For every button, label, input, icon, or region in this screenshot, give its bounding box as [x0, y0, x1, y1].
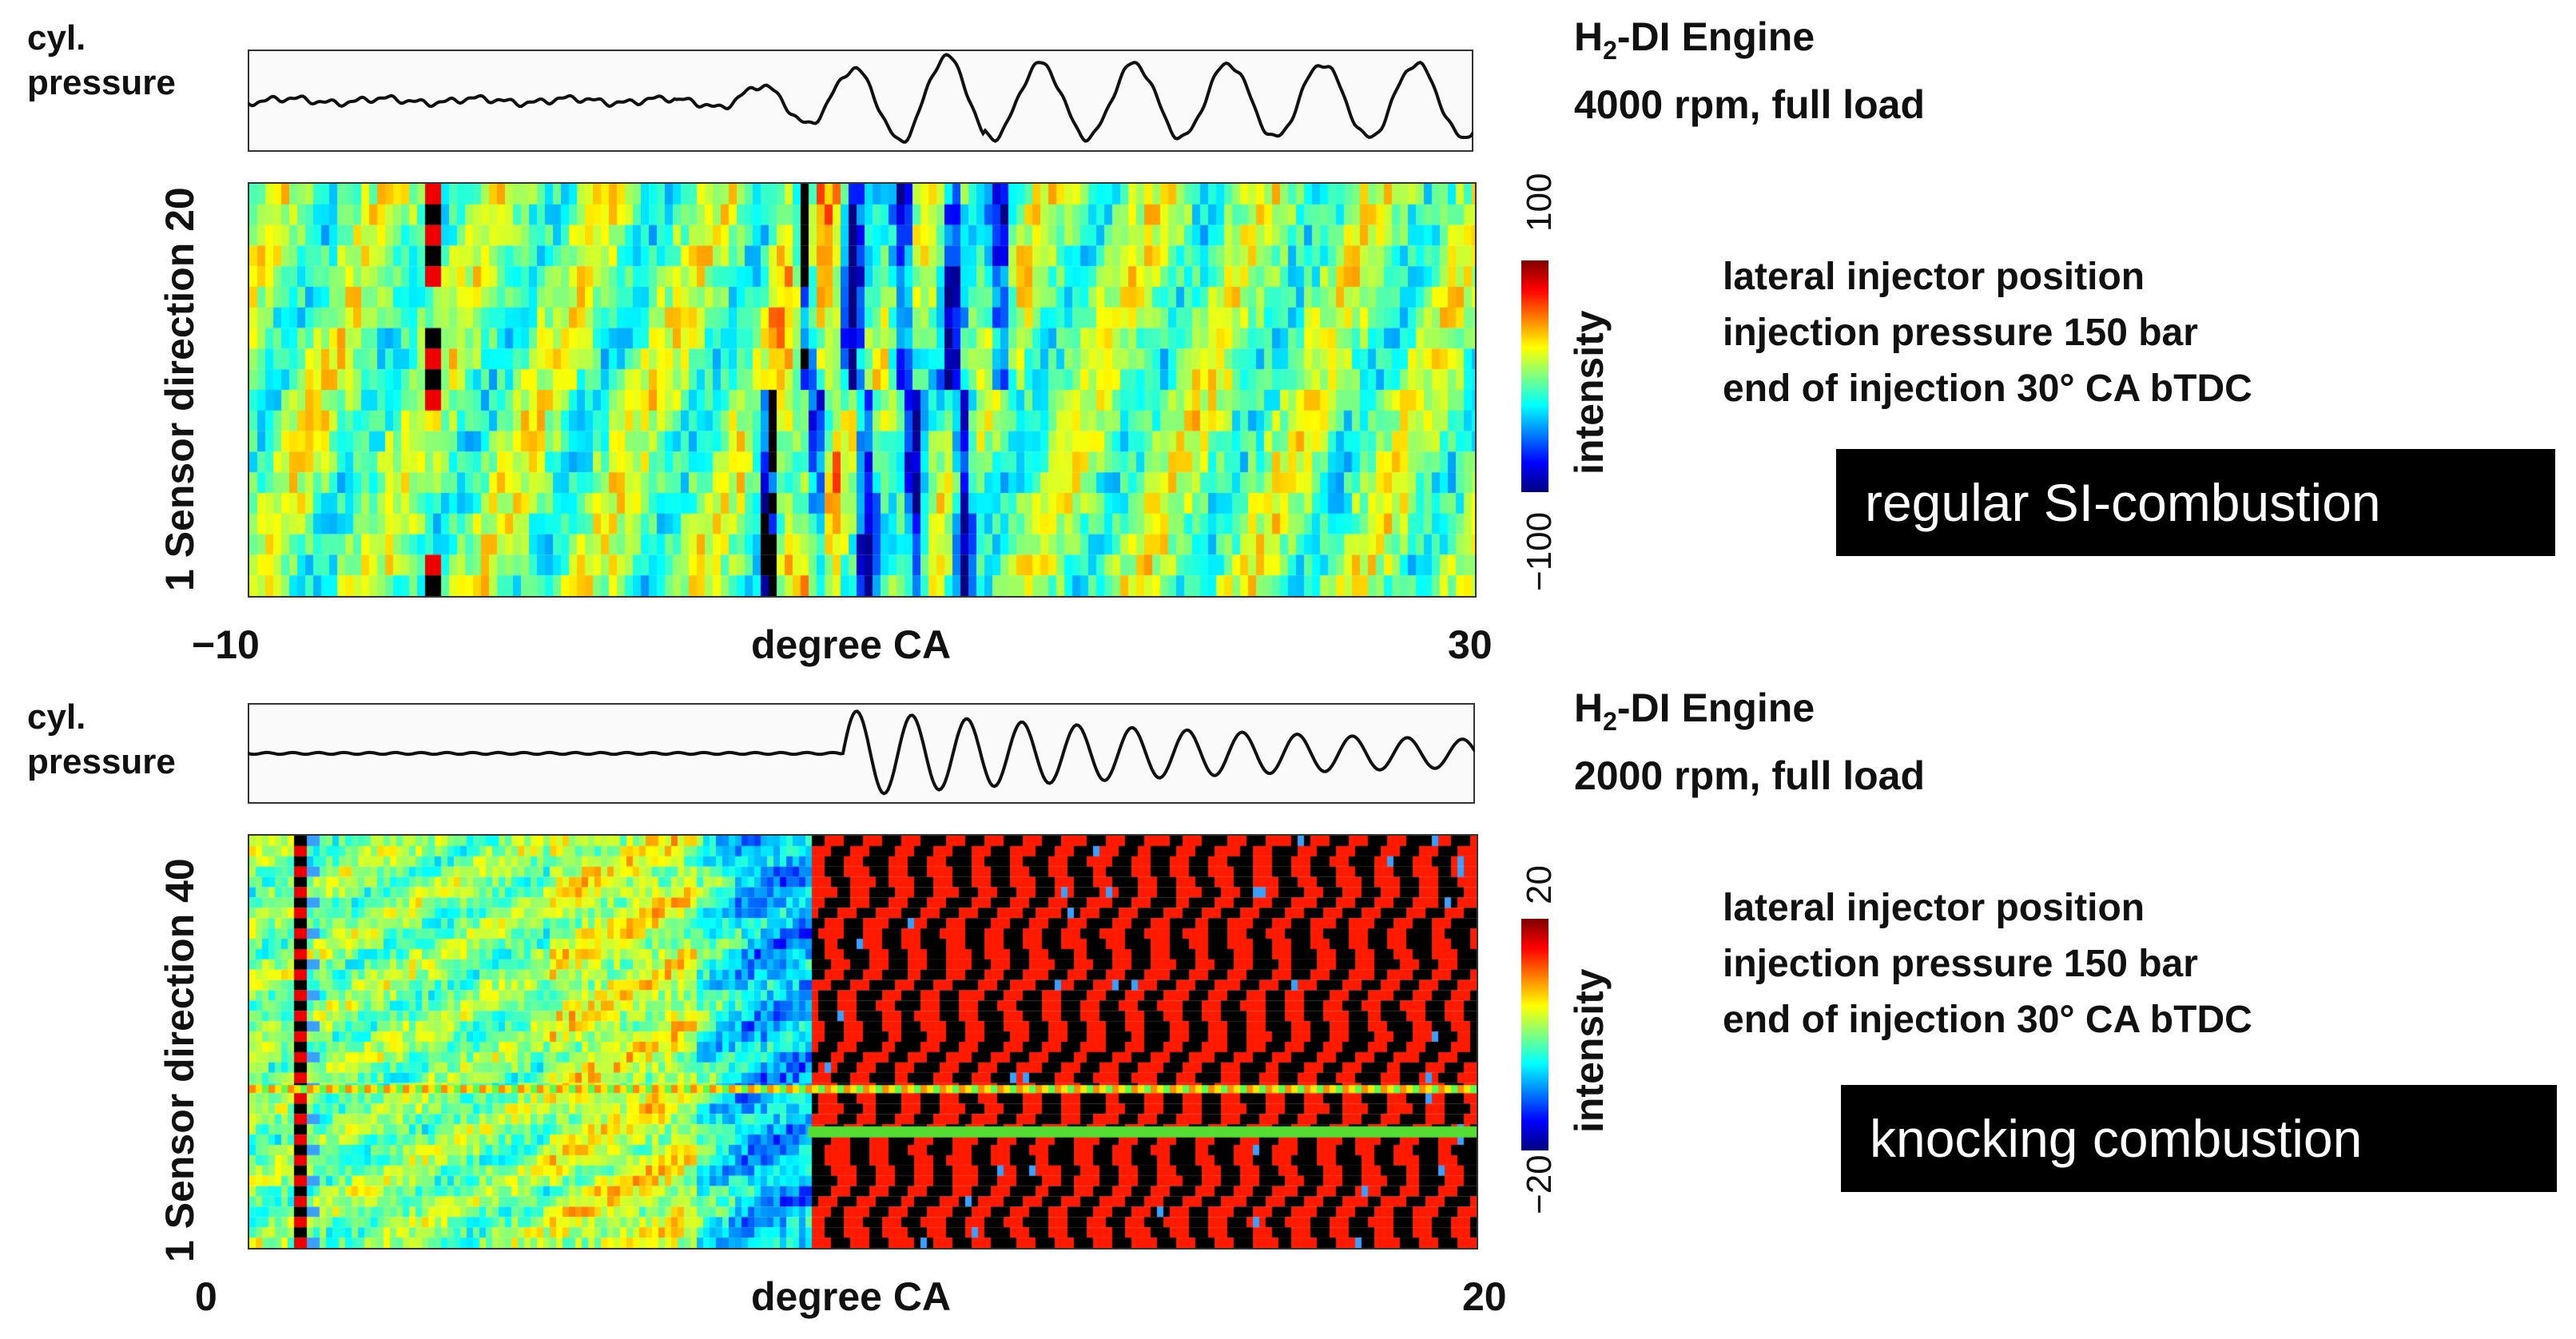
condition-3: end of injection 30° CA bTDC: [1723, 999, 2252, 1041]
colorbar-label: intensity: [1567, 968, 1612, 1133]
condition-2: injection pressure 150 bar: [1723, 312, 2198, 354]
trace-label-line2: pressure: [27, 63, 176, 102]
condition-3: end of injection 30° CA bTDC: [1723, 368, 2252, 410]
trace-label: cyl. pressure: [27, 16, 176, 105]
colorbar-regular: [1521, 260, 1548, 492]
engine-name: H2-DI Engine: [1574, 681, 1925, 749]
x-axis-label: degree CA: [751, 1274, 952, 1319]
pressure-line: [248, 709, 1475, 796]
colorbar-tick-min: −20: [1520, 1154, 1559, 1214]
y-axis-label: 1 Sensor direction 20: [157, 187, 202, 591]
engine-rest: -DI Engine: [1616, 14, 1815, 59]
engine-sub: 2: [1603, 707, 1617, 736]
conditions: lateral injector position injection pres…: [1723, 249, 2252, 417]
engine-name: H2-DI Engine: [1574, 10, 1925, 77]
trace-label-line1: cyl.: [27, 18, 86, 58]
x-tick-min: −10: [192, 622, 260, 667]
colorbar-tick-min: −100: [1520, 511, 1559, 591]
pressure-trace-2: [248, 703, 1475, 804]
engine-sub: 2: [1603, 36, 1617, 65]
colorbar-tick-max: 20: [1520, 865, 1559, 904]
x-tick-max: 30: [1448, 622, 1493, 667]
engine-title: H2-DI Engine 2000 rpm, full load: [1574, 681, 1925, 803]
condition-2: injection pressure 150 bar: [1723, 943, 2198, 985]
colorbar-knocking: [1521, 919, 1548, 1150]
conditions: lateral injector position injection pres…: [1723, 880, 2252, 1048]
trace-label-line1: cyl.: [27, 697, 86, 737]
combustion-badge: knocking combustion: [1841, 1085, 2557, 1192]
trace-frame: [248, 50, 1473, 152]
operating-point: 2000 rpm, full load: [1574, 753, 1926, 798]
engine-h: H: [1574, 14, 1604, 59]
trace-label: cyl. pressure: [27, 695, 176, 785]
engine-h: H: [1574, 685, 1604, 730]
colorbar-tick-max: 100: [1520, 173, 1559, 232]
engine-rest: -DI Engine: [1616, 685, 1815, 730]
heatmap-knocking: [248, 834, 1478, 1250]
x-axis-label: degree CA: [751, 622, 952, 667]
trace-label-line2: pressure: [27, 742, 176, 781]
combustion-badge: regular SI-combustion: [1836, 449, 2555, 556]
pressure-line: [248, 53, 1473, 144]
heatmap-regular: [248, 182, 1477, 598]
condition-1: lateral injector position: [1723, 256, 2145, 298]
x-tick-max: 20: [1462, 1274, 1507, 1319]
x-tick-min: 0: [195, 1274, 217, 1319]
engine-title: H2-DI Engine 4000 rpm, full load: [1574, 10, 1925, 132]
colorbar-label: intensity: [1567, 310, 1612, 475]
y-axis-label: 1 Sensor direction 40: [157, 858, 202, 1262]
condition-1: lateral injector position: [1723, 887, 2145, 929]
operating-point: 4000 rpm, full load: [1574, 82, 1926, 127]
pressure-trace-1: [248, 50, 1473, 152]
